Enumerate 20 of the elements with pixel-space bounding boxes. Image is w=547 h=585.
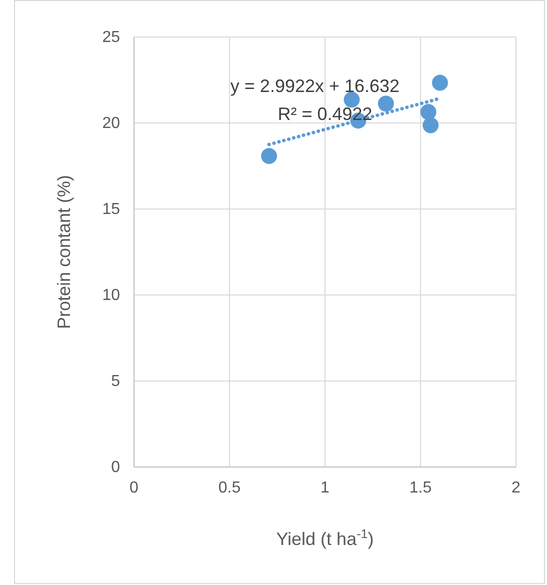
- annotation: R² = 0.4922: [278, 104, 372, 124]
- y-tick-label: 10: [102, 287, 120, 304]
- y-tick-label: 15: [102, 201, 120, 218]
- y-tick-label: 5: [111, 373, 120, 390]
- annotation: y = 2.9922x + 16.632: [230, 76, 400, 96]
- x-tick-label: 0.5: [218, 479, 241, 496]
- point: [378, 96, 394, 112]
- x-tick-label: 0: [130, 479, 139, 496]
- x-tick-label: 2: [512, 479, 521, 496]
- point: [432, 74, 448, 91]
- y-tick-label: 0: [111, 459, 120, 476]
- point: [261, 148, 278, 164]
- y-tick-label: 20: [102, 115, 120, 132]
- point: [420, 104, 436, 120]
- x-axis-title: Yield (t ha$^{-1}$): [276, 527, 374, 549]
- y-tick-label: 25: [102, 29, 120, 46]
- x-tick-label: 1.5: [409, 479, 432, 496]
- x-tick-label: 1: [320, 479, 330, 496]
- y-axis-title: Protein contant (%): [54, 174, 74, 330]
- point: [422, 117, 439, 134]
